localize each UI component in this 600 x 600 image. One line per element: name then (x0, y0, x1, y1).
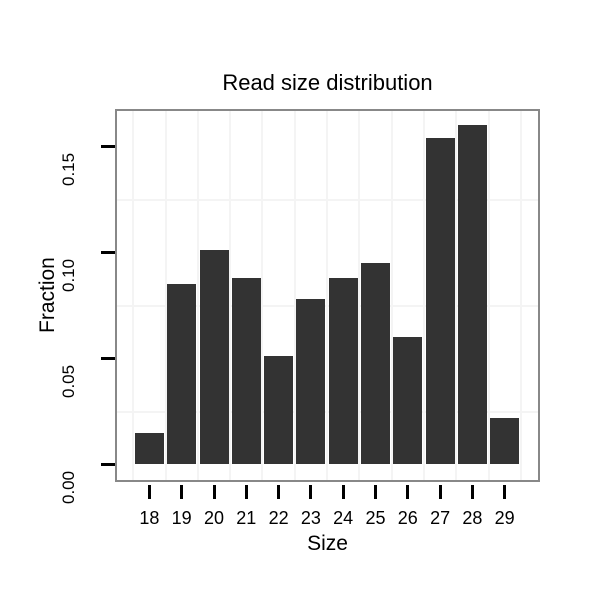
x-axis-title: Size (307, 532, 348, 555)
x-gridline-minor (422, 111, 425, 480)
x-tick (147, 485, 151, 499)
bar-size-21 (231, 277, 261, 465)
chart-title: Read size distribution (222, 70, 433, 95)
x-tick-label: 28 (462, 508, 483, 528)
plot-panel (115, 109, 540, 482)
x-tick-label: 29 (494, 508, 515, 528)
y-tick (101, 251, 115, 254)
bar-size-24 (328, 277, 358, 465)
x-tick-label: 24 (333, 508, 354, 528)
y-tick (101, 357, 115, 360)
bar-size-22 (264, 356, 294, 465)
y-tick-label: 0.00 (59, 469, 78, 504)
bar-size-28 (457, 125, 487, 465)
x-tick (374, 485, 377, 499)
x-tick (212, 485, 216, 499)
x-tick-label: 21 (236, 508, 257, 528)
x-tick-label: 27 (430, 508, 451, 528)
x-tick-label: 22 (268, 508, 289, 528)
bar-size-19 (167, 284, 197, 465)
x-gridline-minor (132, 111, 135, 480)
x-tick (309, 485, 313, 499)
x-tick (341, 485, 345, 499)
x-gridline-minor (455, 111, 458, 480)
bar-size-20 (199, 250, 229, 465)
x-gridline-minor (196, 111, 199, 480)
x-tick (180, 485, 184, 499)
x-tick-label: 19 (171, 508, 192, 528)
x-tick-label: 23 (300, 508, 321, 528)
x-gridline-minor (519, 111, 522, 480)
bar-size-26 (393, 337, 423, 465)
x-tick (244, 485, 248, 499)
x-tick (503, 485, 507, 499)
y-tick (101, 463, 115, 466)
x-tick-label: 26 (397, 508, 418, 528)
x-gridline-minor (358, 111, 361, 480)
x-gridline-minor (261, 111, 264, 480)
x-tick-label: 20 (203, 508, 225, 528)
x-tick (470, 485, 474, 499)
y-tick-label: 0.15 (59, 151, 78, 186)
x-gridline-minor (229, 111, 232, 480)
x-tick (406, 485, 410, 499)
bar-size-27 (425, 138, 455, 465)
x-gridline-minor (164, 111, 167, 480)
x-gridline-minor (326, 111, 329, 480)
y-tick-label: 0.10 (59, 257, 78, 292)
y-tick-label: 0.05 (59, 363, 78, 398)
x-tick (438, 485, 442, 499)
x-gridline-minor (293, 111, 296, 480)
x-tick-label: 18 (139, 508, 160, 528)
y-tick (101, 145, 115, 148)
x-gridline-minor (487, 111, 490, 480)
bar-size-23 (296, 299, 326, 465)
y-axis-title: Fraction (36, 257, 59, 333)
x-gridline-minor (390, 111, 393, 480)
bar-size-25 (361, 263, 390, 465)
x-tick-label: 25 (365, 508, 386, 528)
x-tick (277, 485, 281, 499)
bar-size-18 (134, 432, 164, 465)
bar-size-29 (490, 417, 520, 465)
